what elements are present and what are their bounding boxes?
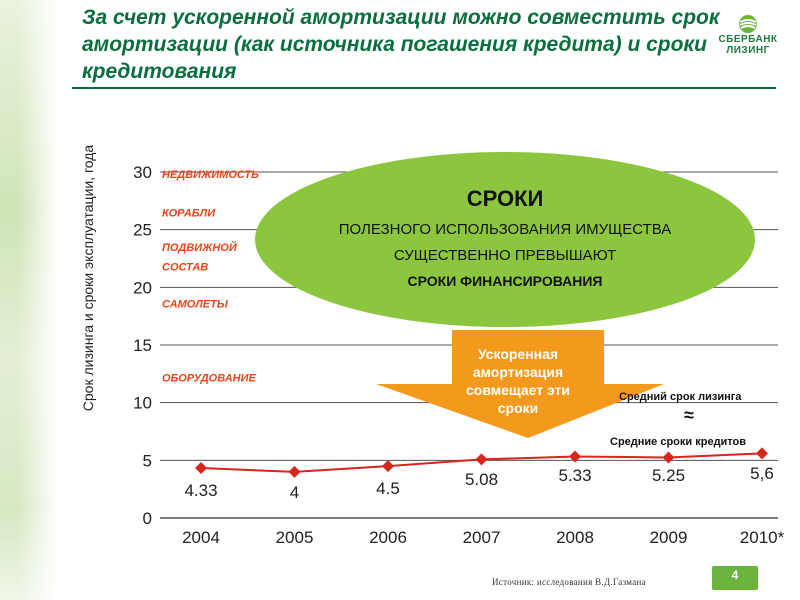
page-number-badge: 4 <box>712 566 758 590</box>
logo-line-2: ЛИЗИНГ <box>726 45 770 56</box>
data-point <box>662 451 675 464</box>
terms-bubble: СРОКИ ПОЛЕЗНОГО ИСПОЛЬЗОВАНИЯ ИМУЩЕСТВА … <box>255 152 755 327</box>
data-label: 5.25 <box>652 466 685 485</box>
approx-symbol: ≈ <box>684 405 694 425</box>
title-underline <box>72 87 776 89</box>
y-axis-label: Срок лизинга и сроки эксплуатации, года <box>80 144 96 412</box>
y-tick-label: 30 <box>133 163 152 182</box>
x-tick-label: 2004 <box>182 528 220 547</box>
reference-label: КОРАБЛИ <box>162 207 216 219</box>
data-label: 5.08 <box>465 470 498 489</box>
arrow-caption: Ускоренная амортизация совмещает эти сро… <box>465 346 571 416</box>
x-tick-label: 2006 <box>369 528 407 547</box>
x-tick-label: 2007 <box>463 528 501 547</box>
reference-label: ПОДВИЖНОЙ <box>162 241 238 254</box>
x-tick-label: 2008 <box>556 528 594 547</box>
data-point <box>288 465 301 478</box>
y-tick-label: 25 <box>133 221 152 240</box>
reference-label: СОСТАВ <box>162 262 208 274</box>
y-tick-label: 20 <box>133 278 152 297</box>
data-point <box>756 447 768 460</box>
reference-label: ОБОРУДОВАНИЕ <box>162 372 257 384</box>
y-tick-label: 5 <box>143 451 152 470</box>
slide-title: За счет ускоренной амортизации можно сов… <box>82 6 720 83</box>
reference-label: НЕДВИЖИМОСТЬ <box>162 169 259 181</box>
logo-line-1: СБЕРБАНК <box>718 34 778 45</box>
y-tick-label: 0 <box>143 509 152 528</box>
data-point <box>195 462 207 475</box>
bubble-line-1: ПОЛЕЗНОГО ИСПОЛЬЗОВАНИЯ ИМУЩЕСТВА <box>338 221 672 238</box>
sberbank-logo: СБЕРБАНК ЛИЗИНГ <box>702 14 794 56</box>
bubble-title: СРОКИ <box>466 186 544 211</box>
data-point <box>569 450 581 463</box>
data-label: 5.33 <box>558 466 591 485</box>
avg-lease-term-note: Средний срок лизинга <box>619 391 742 403</box>
reference-label: САМОЛЕТЫ <box>162 298 229 310</box>
sberbank-logo-icon <box>739 15 757 33</box>
down-arrow-shape <box>376 330 664 438</box>
source-note: Источник: исследования В.Д.Газмана <box>492 577 646 587</box>
bubble-line-2: СУЩЕСТВЕННО ПРЕВЫШАЮТ <box>393 247 617 264</box>
data-label: 4.5 <box>376 479 400 498</box>
x-tick-label: 2010* <box>740 528 785 547</box>
data-point <box>475 453 488 466</box>
x-tick-label: 2005 <box>276 528 314 547</box>
data-label: 4.33 <box>184 481 217 500</box>
x-tick-label: 2009 <box>650 528 688 547</box>
y-tick-label: 15 <box>133 336 152 355</box>
data-label: 4 <box>290 483 299 502</box>
bubble-line-3: СРОКИ ФИНАНСИРОВАНИЯ <box>407 273 603 289</box>
data-point <box>382 460 394 473</box>
avg-credit-term-note: Средние сроки кредитов <box>610 436 747 448</box>
decorative-leaf-background <box>0 0 58 600</box>
data-label: 5,6 <box>750 464 774 483</box>
y-tick-label: 10 <box>133 394 152 413</box>
